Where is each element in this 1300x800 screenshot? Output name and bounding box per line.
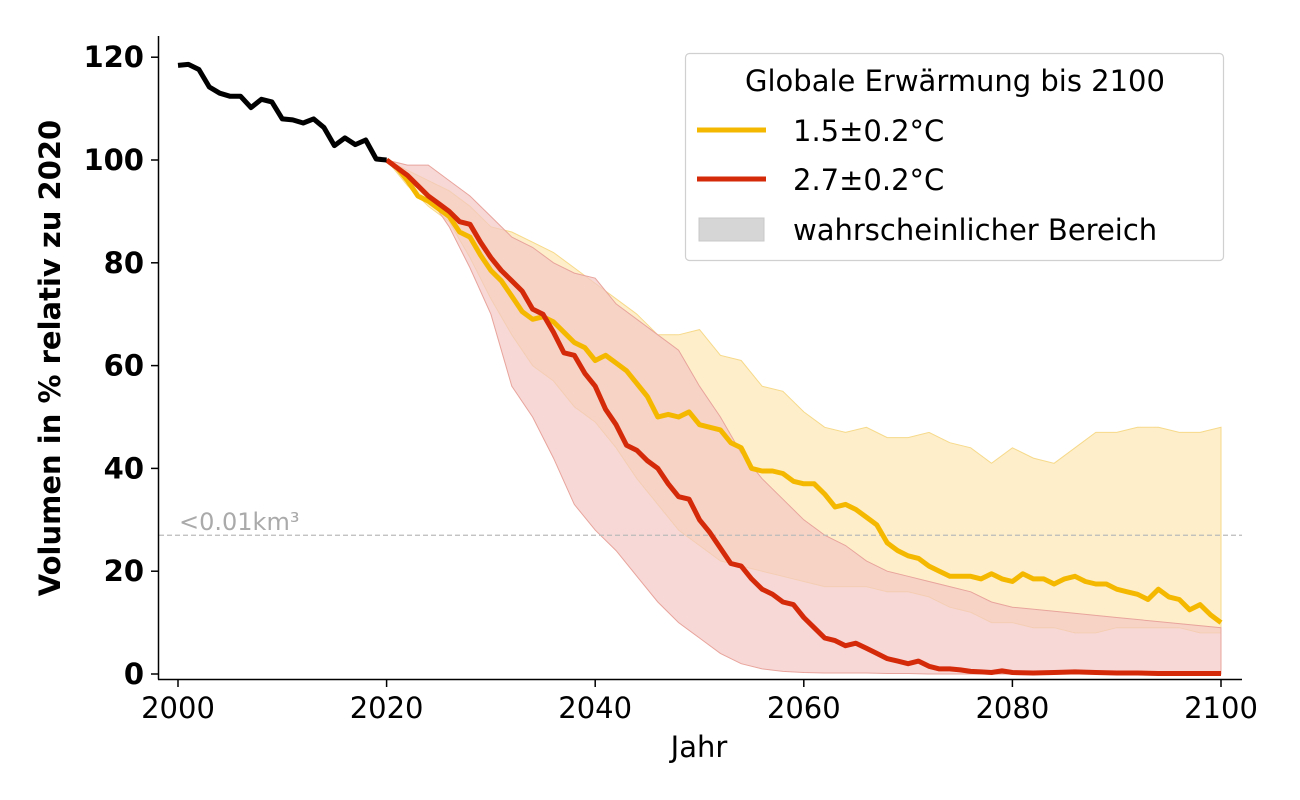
- reference-line-label: <0.01km³: [179, 508, 299, 536]
- x-tick-label: 2080: [975, 691, 1049, 725]
- y-tick-label: 40: [104, 451, 144, 485]
- y-tick-label: 80: [104, 246, 144, 280]
- axes: [157, 36, 1242, 681]
- x-ticks: 2000 2020 2040 2060 2080 2100: [141, 680, 1258, 725]
- x-axis-label: Jahr: [669, 730, 728, 764]
- legend-label-1-5: 1.5±0.2°C: [793, 114, 944, 148]
- x-tick-label: 2100: [1184, 691, 1258, 725]
- y-tick-label: 0: [124, 657, 144, 691]
- line-1-5: [385, 157, 1223, 625]
- line-2-7: [385, 157, 1221, 676]
- legend-title: Globale Erwärmung bis 2100: [745, 64, 1165, 98]
- legend-label-range: wahrscheinlicher Bereich: [793, 213, 1157, 247]
- legend: Globale Erwärmung bis 2100 1.5±0.2°C 2.7…: [684, 52, 1225, 262]
- legend-patch-range: [698, 217, 765, 242]
- uncertainty-bands: [384, 159, 1222, 675]
- series-lines: [177, 61, 1223, 676]
- legend-label-2-7: 2.7±0.2°C: [793, 163, 944, 197]
- x-tick-label: 2020: [350, 691, 424, 725]
- line-historical: [177, 61, 387, 163]
- x-tick-label: 2000: [141, 691, 215, 725]
- y-tick-label: 120: [83, 40, 144, 74]
- y-tick-label: 100: [83, 143, 144, 177]
- x-tick-label: 2060: [767, 691, 841, 725]
- y-ticks: 0 20 40 60 80 100 120: [83, 40, 158, 691]
- y-tick-label: 60: [104, 349, 144, 383]
- band-2-7: [384, 159, 1222, 675]
- y-tick-label: 20: [104, 554, 144, 588]
- y-axis-label: Volumen in % relativ zu 2020: [33, 120, 67, 596]
- x-tick-label: 2040: [558, 691, 632, 725]
- legend-frame: [684, 52, 1225, 262]
